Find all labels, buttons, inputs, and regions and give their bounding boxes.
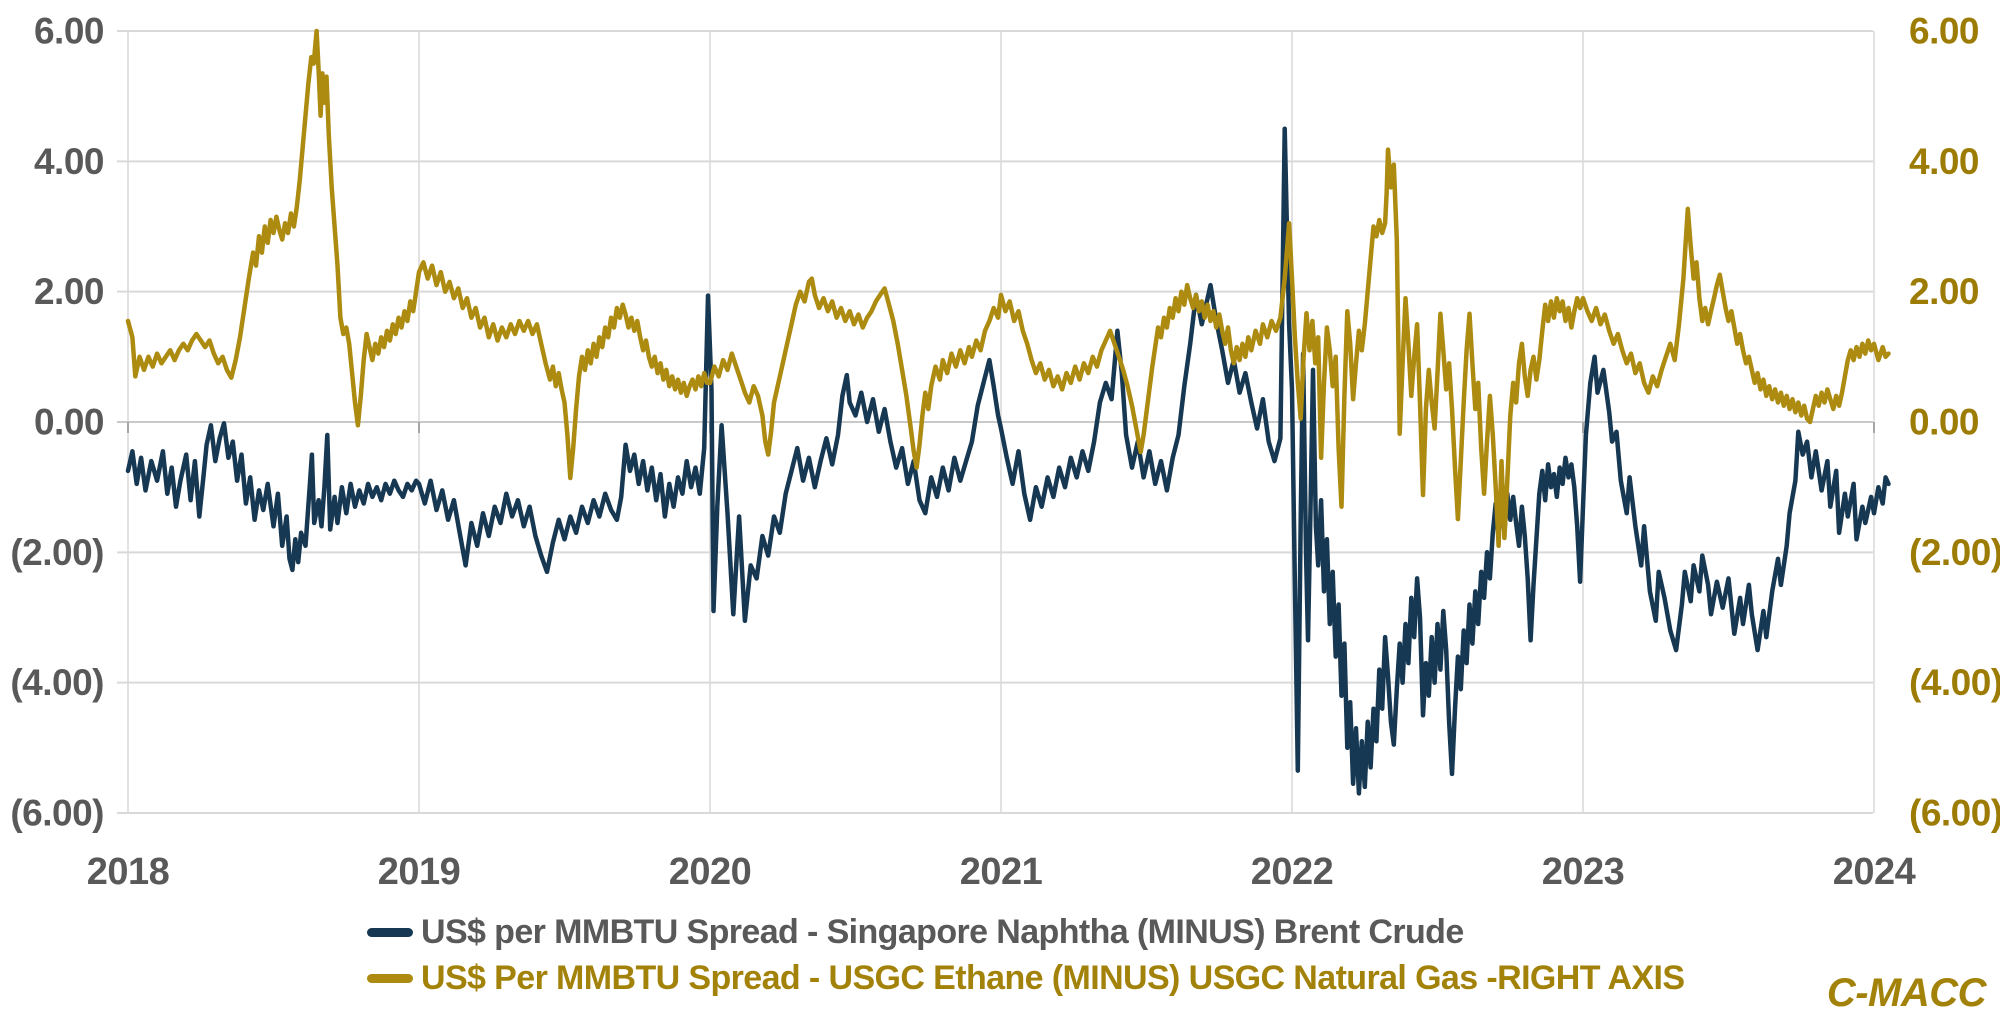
y-axis-right-label: 6.00 [1909, 11, 1979, 52]
ethane-natgas-line [125, 28, 1891, 549]
y-axis-left-label: (4.00) [10, 662, 104, 703]
legend: US$ per MMBTU Spread - Singapore Naphtha… [367, 909, 1685, 1001]
y-axis-left-label: 6.00 [34, 11, 104, 52]
naphtha-brent-line [125, 126, 1891, 796]
y-axis-right-label: 0.00 [1909, 402, 1979, 443]
y-axis-left-label: 2.00 [34, 271, 104, 312]
y-axis-right-label: (4.00) [1909, 662, 2000, 703]
x-axis-year-label: 2023 [1542, 851, 1625, 893]
x-axis-year-label: 2021 [960, 851, 1043, 893]
y-axis-right-label: (2.00) [1909, 532, 2000, 573]
y-axis-left-label: 0.00 [34, 402, 104, 443]
x-axis-year-label: 2018 [87, 851, 170, 893]
x-axis-year-label: 2022 [1251, 851, 1334, 893]
cmacc-watermark: C-MACC [1826, 971, 1987, 1015]
y-axis-left-label: (6.00) [10, 793, 104, 834]
legend-item-ethane-natgas: US$ Per MMBTU Spread - USGC Ethane (MINU… [367, 955, 1685, 1001]
y-axis-left-label: (2.00) [10, 532, 104, 573]
y-axis-right-label: 2.00 [1909, 271, 1979, 312]
legend-swatch-gold-icon [367, 973, 413, 983]
legend-swatch-navy-icon [367, 927, 413, 937]
y-axis-right-label: 4.00 [1909, 141, 1979, 182]
legend-label-naphtha-brent: US$ per MMBTU Spread - Singapore Naphtha… [421, 912, 1464, 951]
x-axis-year-label: 2020 [669, 851, 752, 893]
x-axis-year-label: 2019 [378, 851, 461, 893]
y-axis-left-label: 4.00 [34, 141, 104, 182]
y-axis-right-label: (6.00) [1909, 793, 2000, 834]
legend-label-ethane-natgas: US$ Per MMBTU Spread - USGC Ethane (MINU… [421, 958, 1685, 997]
x-axis-year-label: 2024 [1833, 851, 1916, 893]
legend-item-naphtha-brent: US$ per MMBTU Spread - Singapore Naphtha… [367, 909, 1684, 955]
